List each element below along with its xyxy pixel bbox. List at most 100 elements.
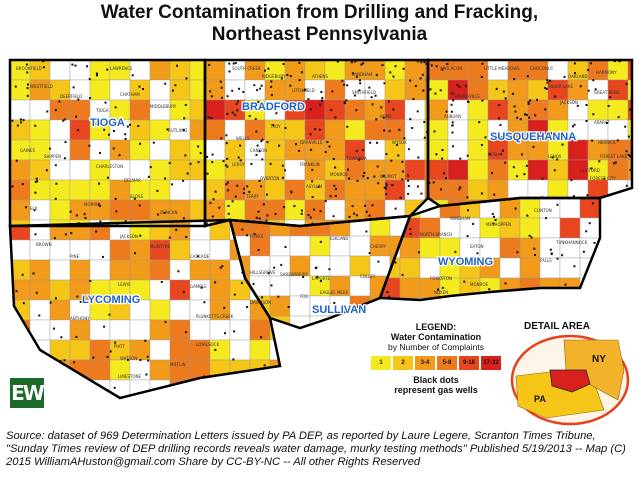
township-area[interactable] [364,199,386,221]
township-area[interactable] [29,219,51,240]
township-area[interactable] [324,60,346,81]
township-area[interactable] [49,379,71,400]
township-area[interactable] [29,79,51,101]
township-area[interactable] [205,159,226,181]
township-area[interactable] [284,119,306,141]
township-area[interactable] [29,279,51,301]
township-area[interactable] [169,60,191,81]
township-area[interactable] [439,297,461,318]
township-area[interactable] [499,277,521,299]
township-area[interactable] [487,79,509,101]
township-area[interactable] [467,179,489,201]
township-area[interactable] [109,319,131,341]
township-area[interactable] [109,159,131,181]
township-area[interactable] [499,198,521,219]
township-area[interactable] [10,99,31,121]
township-area[interactable] [209,239,231,261]
township-area[interactable] [205,60,226,81]
township-area[interactable] [519,297,541,318]
township-area[interactable] [527,139,549,161]
township-area[interactable] [419,237,441,259]
township-area[interactable] [69,159,91,181]
township-area[interactable] [89,259,111,281]
township-area[interactable] [479,217,501,239]
township-area[interactable] [169,239,191,261]
township-area[interactable] [627,119,639,141]
township-area[interactable] [69,379,91,400]
township-area[interactable] [384,119,406,141]
township-area[interactable] [89,319,111,341]
township-area[interactable] [149,179,171,201]
township-area[interactable] [109,179,131,201]
township-area[interactable] [349,235,371,257]
township-area[interactable] [384,79,406,101]
township-area[interactable] [309,235,331,257]
township-area[interactable] [404,159,426,181]
township-area[interactable] [344,199,366,221]
township-area[interactable] [559,297,581,318]
township-area[interactable] [10,359,31,381]
township-area[interactable] [289,235,311,257]
township-area[interactable] [129,259,151,281]
township-area[interactable] [579,198,600,219]
township-area[interactable] [209,379,231,400]
township-area[interactable] [324,159,346,181]
township-area[interactable] [447,159,469,181]
township-area[interactable] [264,199,286,221]
township-area[interactable] [69,139,91,161]
township-area[interactable] [539,297,561,318]
township-area[interactable] [344,99,366,121]
township-area[interactable] [364,179,386,201]
township-area[interactable] [459,217,481,239]
township-area[interactable] [169,259,191,281]
township-area[interactable] [447,119,469,141]
township-area[interactable] [559,257,581,279]
township-area[interactable] [499,217,521,239]
township-area[interactable] [189,379,211,400]
township-area[interactable] [384,179,406,201]
township-area[interactable] [364,60,386,81]
township-area[interactable] [507,139,529,161]
township-area[interactable] [49,199,71,221]
township-area[interactable] [129,319,151,341]
township-area[interactable] [304,179,326,201]
township-area[interactable] [49,299,71,321]
township-area[interactable] [149,339,171,361]
township-area[interactable] [49,159,71,181]
township-area[interactable] [209,279,231,301]
township-area[interactable] [129,199,151,221]
township-area[interactable] [428,139,449,161]
township-area[interactable] [249,339,271,361]
township-area[interactable] [579,297,600,318]
township-area[interactable] [49,60,71,81]
township-area[interactable] [269,275,291,297]
township-area[interactable] [10,239,31,261]
township-area[interactable] [380,297,401,318]
township-area[interactable] [424,179,445,201]
township-area[interactable] [109,139,131,161]
township-area[interactable] [559,198,581,219]
township-area[interactable] [499,237,521,259]
township-area[interactable] [479,297,501,318]
township-area[interactable] [439,237,461,259]
county-border-sullivan[interactable] [228,214,412,330]
township-area[interactable] [567,139,589,161]
township-area[interactable] [364,119,386,141]
township-area[interactable] [89,79,111,101]
township-area[interactable] [10,179,31,201]
township-area[interactable] [69,179,91,201]
township-area[interactable] [399,277,421,299]
township-area[interactable] [519,237,541,259]
township-area[interactable] [10,119,31,141]
township-area[interactable] [428,179,449,201]
township-area[interactable] [384,60,406,81]
township-area[interactable] [467,159,489,181]
township-area[interactable] [49,319,71,341]
township-area[interactable] [499,297,521,318]
township-area[interactable] [109,79,131,101]
township-area[interactable] [329,315,351,336]
township-area[interactable] [527,79,549,101]
township-area[interactable] [349,275,371,297]
township-area[interactable] [69,319,91,341]
township-area[interactable] [419,277,441,299]
